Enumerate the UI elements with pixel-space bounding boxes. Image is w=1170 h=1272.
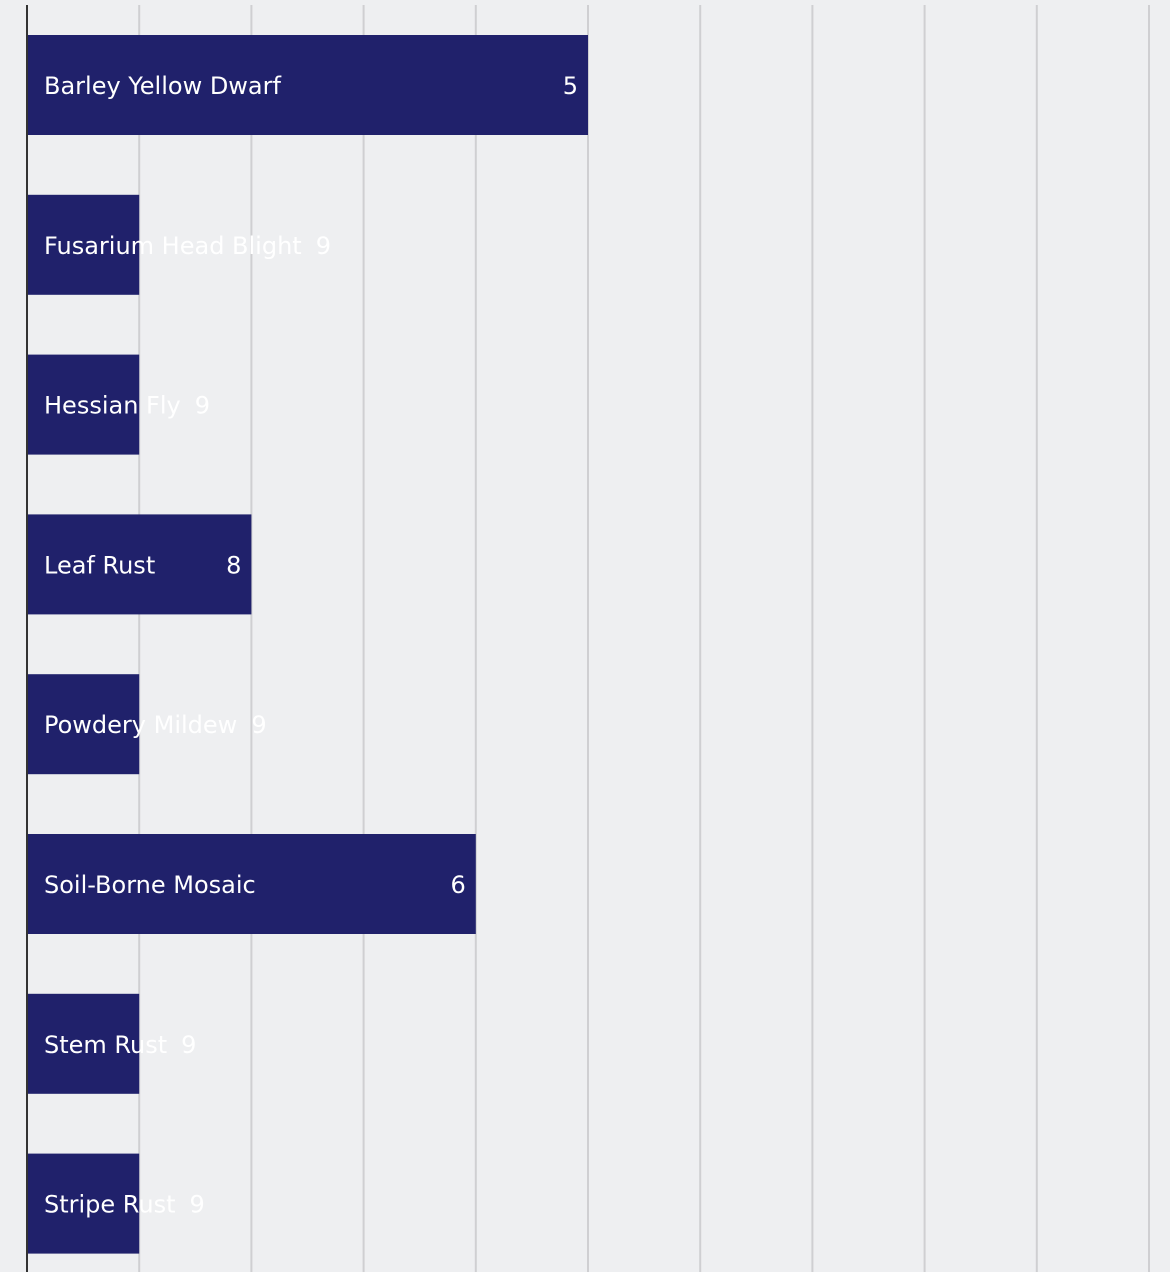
bar bbox=[27, 354, 140, 455]
bar bbox=[27, 1153, 140, 1254]
bar bbox=[27, 514, 252, 615]
value-label: 8 bbox=[226, 551, 241, 579]
bar bbox=[27, 35, 588, 135]
value-label: 9 bbox=[316, 232, 331, 260]
bar bbox=[27, 834, 476, 934]
value-label: 9 bbox=[195, 392, 210, 420]
category-label: Powdery Mildew bbox=[44, 711, 237, 739]
value-label: 9 bbox=[190, 1191, 205, 1219]
bar bbox=[27, 993, 140, 1094]
category-label: Stem Rust bbox=[44, 1031, 167, 1059]
bar bbox=[27, 674, 140, 775]
value-label: 9 bbox=[181, 1031, 196, 1059]
value-label: 5 bbox=[563, 72, 578, 100]
category-label: Barley Yellow Dwarf bbox=[44, 72, 282, 100]
category-label: Stripe Rust bbox=[44, 1191, 176, 1219]
category-label: Hessian Fly bbox=[44, 392, 181, 420]
value-label: 6 bbox=[451, 871, 466, 899]
category-label: Soil-Borne Mosaic bbox=[44, 871, 256, 899]
value-label: 9 bbox=[251, 711, 266, 739]
category-label: Fusarium Head Blight bbox=[44, 232, 302, 260]
bar bbox=[27, 194, 140, 295]
category-label: Leaf Rust bbox=[44, 551, 155, 579]
